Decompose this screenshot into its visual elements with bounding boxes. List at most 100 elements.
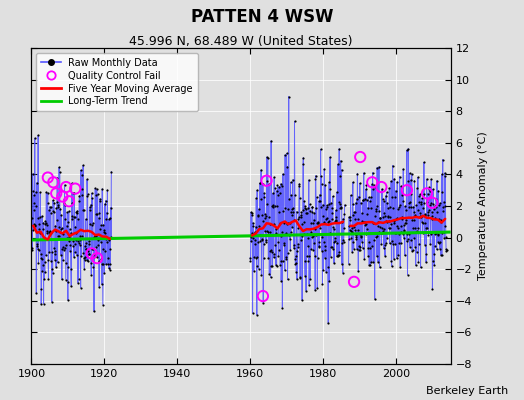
Point (53, 204, 62, 210)
Point (269, 202, 277, 208)
Point (69, 190, 77, 196)
Point (91, 233, 99, 239)
Point (424, 209, 432, 216)
Point (298, 297, 307, 304)
Point (99, 222, 107, 228)
Point (45, 207, 53, 213)
Point (103, 210, 111, 216)
Point (286, 236, 294, 242)
Point (368, 243, 376, 250)
Point (47, 204, 55, 210)
Point (71, 224, 79, 230)
Point (262, 237, 270, 244)
Point (333, 251, 342, 258)
Point (300, 198, 308, 204)
Point (410, 209, 418, 215)
Point (278, 229, 286, 236)
Point (346, 227, 354, 233)
Point (32, 203, 40, 210)
Point (398, 198, 407, 204)
Point (102, 236, 111, 242)
Point (339, 270, 347, 276)
Point (93, 254, 101, 261)
Point (307, 229, 315, 235)
Point (374, 218, 383, 225)
Point (301, 258, 309, 265)
Point (277, 277, 286, 284)
Point (369, 259, 377, 266)
Point (356, 180, 364, 187)
Point (35, 247, 43, 253)
Point (323, 204, 331, 210)
Point (410, 235, 418, 242)
Point (283, 221, 291, 228)
Point (355, 231, 364, 237)
Point (388, 194, 396, 200)
Point (328, 244, 336, 250)
Point (293, 240, 302, 247)
Point (358, 197, 367, 203)
Point (425, 184, 433, 191)
Point (420, 191, 429, 198)
Text: PATTEN 4 WSW: PATTEN 4 WSW (191, 8, 333, 26)
Point (412, 202, 420, 208)
Point (290, 118, 299, 124)
Point (374, 223, 382, 229)
Point (424, 232, 433, 238)
Point (410, 178, 419, 184)
Point (421, 211, 429, 217)
Point (84, 258, 92, 264)
Point (339, 216, 347, 222)
Point (366, 245, 374, 251)
Point (316, 224, 324, 231)
Point (259, 240, 268, 247)
Point (385, 218, 393, 224)
Point (324, 201, 333, 208)
Point (408, 217, 417, 223)
Point (294, 214, 303, 221)
Point (347, 228, 356, 235)
Point (394, 222, 402, 229)
Point (306, 208, 314, 214)
Point (273, 203, 281, 209)
Point (285, 195, 293, 202)
Point (31, 189, 40, 195)
Point (346, 217, 355, 223)
Point (268, 262, 277, 269)
Point (288, 224, 297, 230)
Point (361, 196, 369, 202)
Point (357, 234, 366, 240)
Point (81, 254, 90, 260)
Point (288, 212, 296, 218)
Point (421, 225, 430, 231)
Point (68, 212, 77, 219)
Point (355, 243, 363, 250)
Point (54, 233, 62, 240)
Point (331, 217, 340, 223)
Point (291, 256, 299, 262)
Point (370, 296, 379, 302)
Point (104, 261, 112, 268)
Point (409, 204, 418, 210)
Point (312, 232, 321, 238)
Point (85, 251, 94, 257)
Point (354, 227, 362, 234)
Point (313, 220, 321, 226)
Point (358, 245, 367, 251)
Point (52, 264, 60, 270)
Point (440, 235, 449, 241)
Point (252, 195, 260, 202)
Point (62, 260, 70, 266)
Point (293, 248, 301, 254)
Point (417, 214, 425, 220)
Point (310, 253, 319, 260)
Point (96, 226, 105, 232)
Point (52, 205, 61, 211)
Title: 45.996 N, 68.489 W (United States): 45.996 N, 68.489 W (United States) (129, 35, 353, 48)
Point (27, 236, 36, 242)
Point (415, 193, 423, 200)
Point (319, 202, 327, 208)
Point (356, 244, 365, 250)
Point (336, 201, 344, 208)
Point (97, 260, 106, 267)
